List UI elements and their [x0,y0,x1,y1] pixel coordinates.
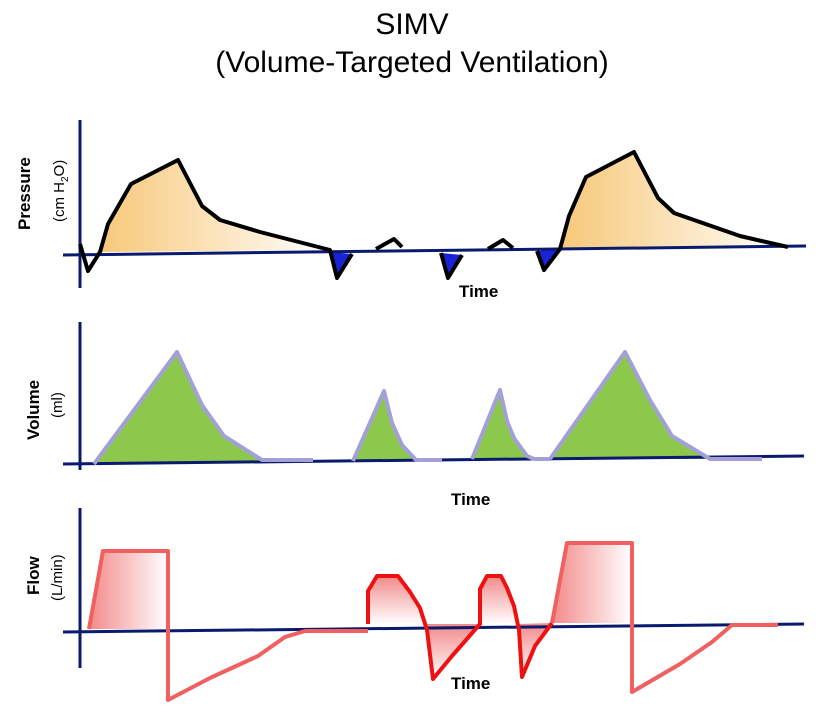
flow-spont-waveform [366,574,554,681]
flow-spont-1-fill [368,576,427,624]
volume-waveform [92,350,313,466]
pressure-mandatory-breath-1-fill [100,160,330,252]
volume-spont-2 [470,388,550,461]
pressure-mandatory-breath-2-fill [562,152,788,248]
flow-axis-label: Flow [24,556,43,595]
volume-spont-2-fill [472,390,534,459]
volume-breath-1-fill [94,352,262,464]
flow-spont-2-fill [480,576,519,624]
flow-mandatory-2-fill [552,543,632,623]
pressure-waveform-2 [439,252,464,280]
flow-time-label: Time [451,674,490,693]
pressure-waveform-3 [535,150,789,272]
flow-mandatory-waveform-1 [87,549,368,702]
pressure-time-label: Time [459,282,498,301]
pressure-spont-bump-1 [375,237,404,251]
pressure-unit-label: (cm H2O) [51,160,71,222]
pressure-panel: Pressure (cm H2O) Time [15,120,807,301]
flow-unit-label: (L/min) [49,554,66,601]
pressure-spont-bump-2 [486,238,515,251]
flow-x-axis [62,622,805,634]
volume-unit-label: (ml) [49,392,66,418]
diagram-subtitle: (Volume-Targeted Ventilation) [215,46,609,79]
pressure-x-axis [62,244,807,257]
flow-mandatory-waveform-2 [550,541,778,694]
flow-mandatory-1-fill [89,551,168,629]
volume-spont-1 [351,389,442,462]
volume-axis-label: Volume [24,380,43,440]
pressure-axis-label: Pressure [15,157,34,230]
diagram-title: SIMV [375,8,449,41]
volume-panel: Volume (ml) Time [24,322,805,509]
flow-panel: Flow (L/min) Time [24,508,805,702]
volume-time-label: Time [451,490,490,509]
pressure-waveform-1 [78,158,354,280]
volume-breath-2-line [548,350,762,461]
volume-breath-2-fill [550,352,710,459]
